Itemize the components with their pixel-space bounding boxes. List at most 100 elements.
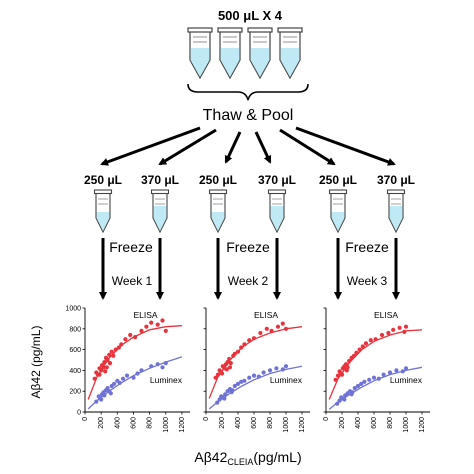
luminex-point	[280, 367, 285, 372]
aliquot-tube-2	[150, 189, 170, 234]
top-volume-label: 500 μL X 4	[218, 8, 283, 23]
elisa-point	[391, 327, 396, 332]
luminex-point	[217, 397, 222, 402]
aliquot-tube-6	[386, 189, 406, 234]
luminex-point	[155, 362, 160, 367]
elisa-point	[232, 351, 237, 356]
x-tick-label: 1000	[283, 417, 290, 433]
luminex-point	[283, 364, 289, 369]
elisa-point	[105, 357, 110, 363]
elisa-point	[402, 329, 407, 334]
elisa-point	[139, 328, 144, 333]
elisa-point	[368, 338, 373, 343]
luminex-point	[256, 374, 261, 379]
elisa-point	[403, 324, 409, 329]
x-tick-label: 600	[251, 417, 258, 429]
luminex-point	[274, 366, 279, 371]
x-tick-label: 400	[355, 417, 362, 429]
elisa-point	[215, 372, 221, 377]
elisa-point	[373, 337, 378, 342]
x-tick-label: 200	[98, 417, 105, 429]
elisa-point	[99, 368, 104, 373]
elisa-point	[163, 328, 168, 333]
luminex-point	[362, 379, 367, 384]
x-tick-label: 600	[130, 417, 137, 429]
luminex-point	[108, 391, 113, 396]
y-tick-label: 200	[69, 389, 81, 396]
x-tick-label: 400	[235, 417, 242, 429]
elisa-point	[343, 362, 349, 367]
x-tick-label: 1000	[403, 417, 410, 433]
elisa-point	[123, 337, 128, 342]
aliquot-tube-4	[267, 189, 287, 234]
y-tick-label: 400	[69, 368, 81, 375]
luminex-point	[215, 400, 220, 405]
x-tick-label: 1200	[179, 417, 186, 433]
x-tick-label: 1200	[299, 417, 306, 433]
elisa-point	[119, 342, 124, 347]
elisa-point	[386, 330, 391, 336]
elisa-point	[347, 358, 352, 364]
luminex-point	[117, 380, 122, 385]
elisa-point	[103, 369, 108, 374]
week-label-2: Week 2	[228, 274, 269, 288]
elisa-point	[344, 368, 349, 373]
elisa-point	[109, 349, 114, 354]
pool-arrow-3	[224, 131, 242, 164]
top-tube-3	[247, 27, 273, 80]
week-label-3: Week 3	[347, 274, 388, 288]
elisa-point	[360, 344, 365, 349]
week-label-1: Week 1	[112, 274, 153, 288]
pool-arrow-5	[279, 128, 336, 166]
luminex-point	[403, 366, 409, 371]
elisa-point	[228, 361, 233, 366]
pool-brace	[187, 83, 309, 101]
elisa-point	[113, 347, 118, 352]
y-tick-label: 800	[69, 326, 81, 333]
pool-arrow-6	[295, 126, 396, 166]
x-axis-label-sub: CLEIA	[227, 457, 253, 467]
elisa-point	[333, 377, 338, 382]
luminex-point	[139, 368, 144, 373]
luminex-point	[359, 381, 364, 386]
luminex-point	[223, 392, 228, 397]
freeze-label-2: Freeze	[226, 239, 270, 255]
aliquot-label-3: 250 μL	[199, 173, 237, 187]
luminex-point	[251, 373, 257, 378]
elisa-point	[92, 376, 97, 381]
x-tick-label: 1200	[419, 417, 426, 433]
elisa-point	[128, 332, 133, 338]
elisa-point	[101, 365, 106, 370]
x-axis-label: Aβ42CLEIA(pg/mL)	[194, 449, 301, 467]
aliquot-label-2: 370 μL	[141, 173, 179, 187]
x-tick-label: 1000	[163, 417, 170, 433]
luminex-point	[163, 361, 168, 366]
freeze-label-1: Freeze	[109, 239, 153, 255]
elisa-point	[97, 372, 102, 377]
luminex-series-label: Luminex	[270, 375, 303, 385]
elisa-point	[155, 322, 160, 327]
elisa-point	[379, 332, 385, 338]
elisa-series-label: ELISA	[374, 310, 398, 320]
elisa-point	[275, 324, 281, 329]
luminex-point	[94, 399, 99, 404]
aliquot-tube-1	[93, 189, 113, 234]
luminex-point	[102, 393, 107, 398]
elisa-point	[227, 365, 233, 370]
luminex-point	[261, 370, 266, 375]
aliquot-tube-5	[328, 189, 348, 234]
elisa-point	[363, 341, 369, 346]
elisa-point	[280, 321, 285, 326]
luminex-point	[337, 398, 342, 403]
elisa-point	[335, 373, 341, 378]
pool-arrows	[100, 126, 396, 166]
luminex-point	[352, 386, 357, 391]
elisa-point	[104, 365, 109, 370]
y-axis-label: Aβ42 (pg/mL)	[29, 326, 43, 399]
luminex-point	[135, 371, 140, 376]
pool-arrow-4	[254, 131, 272, 164]
elisa-point	[227, 356, 232, 362]
elisa-point	[351, 353, 357, 358]
elisa-point	[339, 372, 345, 377]
x-tick-label: 400	[114, 417, 121, 429]
